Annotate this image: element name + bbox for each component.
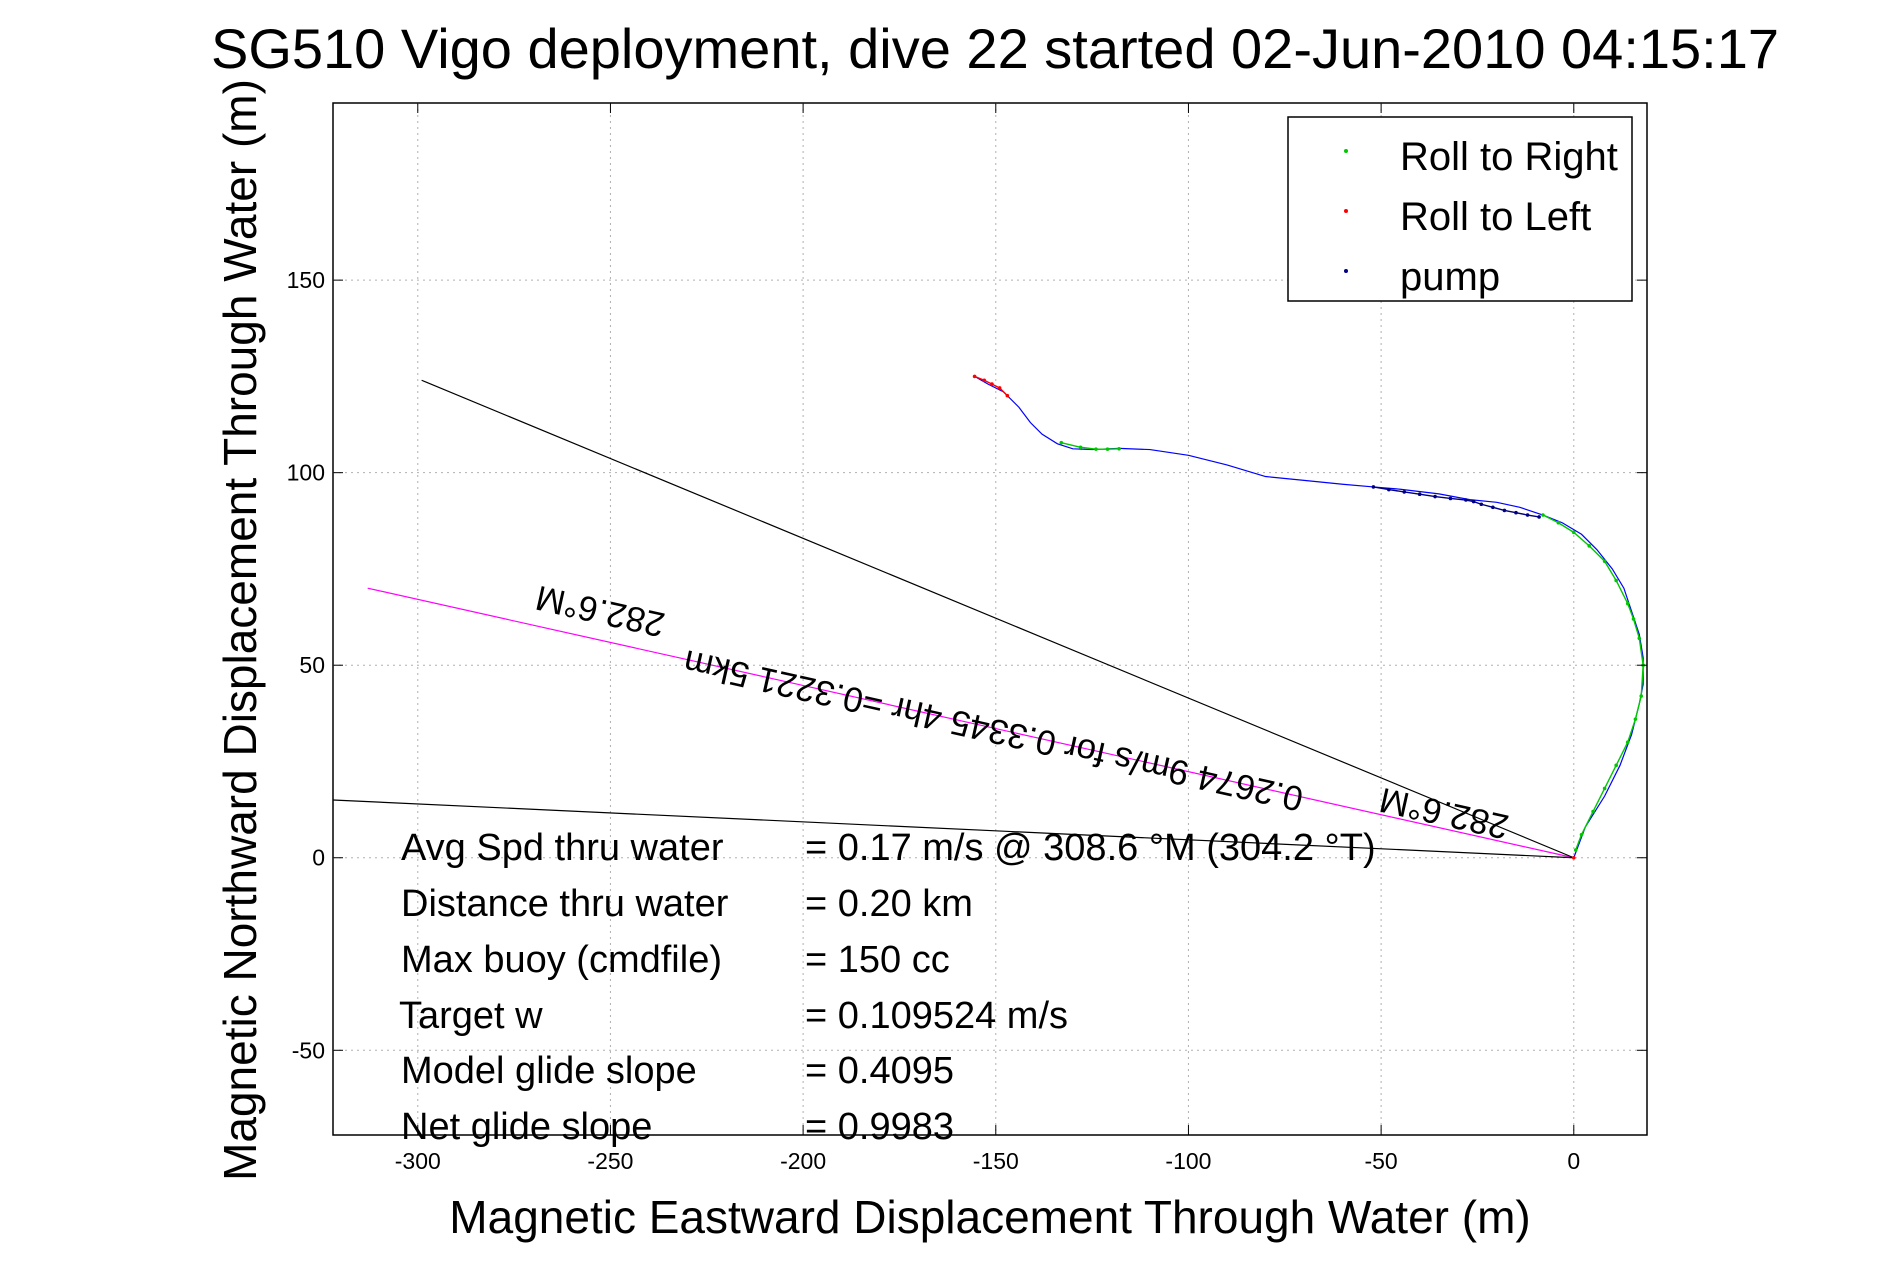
- roll-right-point: [1631, 617, 1636, 621]
- info-label-avg-speed: Avg Spd thru water: [401, 827, 724, 869]
- info-value-target-w: = 0.109524 m/s: [805, 995, 1068, 1037]
- roll-right-point: [1602, 786, 1607, 791]
- pump-point: [1491, 505, 1495, 510]
- roll-right-point: [1625, 740, 1630, 745]
- y-axis-ticks: -50 0 50 100 150: [287, 267, 1647, 1063]
- pump-point: [1502, 508, 1507, 513]
- roll-right-point: [1639, 694, 1644, 698]
- y-tick-label: 100: [287, 460, 325, 486]
- roll-right-point: [1117, 446, 1121, 451]
- roll-left-point: [990, 382, 994, 386]
- heading-line: [367, 587, 1574, 859]
- y-tick-label: 0: [312, 845, 325, 871]
- pump-point: [1387, 487, 1391, 492]
- legend-marker-roll-right: [1344, 149, 1348, 153]
- pump-point: [1525, 513, 1530, 517]
- pump-point: [1402, 490, 1407, 494]
- pump-point: [1433, 494, 1437, 499]
- x-tick-label: -200: [780, 1148, 826, 1174]
- line-2: [332, 799, 1574, 859]
- pump-point: [1471, 499, 1476, 504]
- info-value-avg-speed: = 0.17 m/s @ 308.6 °M (304.2 °T): [805, 827, 1376, 869]
- roll-right-point: [1625, 601, 1630, 606]
- info-value-distance: = 0.20 km: [805, 883, 973, 925]
- x-axis-label: Magnetic Eastward Displacement Through W…: [449, 1191, 1530, 1243]
- grid: [333, 103, 1647, 1135]
- info-value-net-glide: = 0.9983: [805, 1106, 954, 1148]
- pump-point: [1417, 492, 1422, 497]
- roll-left-point: [972, 374, 977, 379]
- roll-right-point: [1078, 445, 1083, 450]
- legend-label-roll-right: Roll to Right: [1400, 135, 1618, 179]
- info-value-max-buoy: = 150 cc: [805, 939, 950, 981]
- legend-label-roll-left: Roll to Left: [1400, 195, 1591, 239]
- legend-marker-pump: [1344, 269, 1348, 273]
- info-table: Avg Spd thru water = 0.17 m/s @ 308.6 °M…: [399, 827, 1376, 1148]
- line-1: [421, 379, 1575, 859]
- roll-right-point: [1541, 513, 1545, 517]
- info-value-model-glide: = 0.4095: [805, 1050, 954, 1092]
- y-tick-label: -50: [292, 1037, 325, 1063]
- x-tick-label: -250: [587, 1148, 633, 1174]
- roll-right-point: [1591, 809, 1595, 814]
- pump-point: [1464, 498, 1468, 502]
- x-tick-label: -50: [1364, 1148, 1397, 1174]
- info-label-distance: Distance thru water: [401, 883, 729, 925]
- y-tick-label: 150: [287, 267, 325, 293]
- roll-right-point: [1614, 763, 1618, 768]
- y-tick-label: 50: [299, 652, 325, 678]
- x-tick-label: 0: [1567, 1148, 1580, 1174]
- x-axis-ticks: -300 -250 -200 -150 -100 -50 0: [395, 103, 1580, 1174]
- roll-right-point: [1579, 832, 1584, 837]
- x-tick-label: -300: [395, 1148, 441, 1174]
- track-line: [974, 375, 1644, 858]
- x-tick-label: -150: [973, 1148, 1019, 1174]
- roll-right-segment: [1542, 514, 1644, 851]
- roll-right-point: [1571, 530, 1576, 535]
- legend-marker-roll-left: [1344, 209, 1348, 213]
- pump-point: [1514, 510, 1518, 515]
- roll-right-point: [1587, 544, 1591, 548]
- dive-track: [974, 375, 1644, 858]
- roll-right-point: [1094, 447, 1098, 451]
- legend: Roll to Right Roll to Left pump: [1287, 116, 1633, 302]
- roll-right-point: [1059, 440, 1064, 445]
- info-label-max-buoy: Max buoy (cmdfile): [401, 939, 722, 981]
- roll-right-point: [1602, 559, 1607, 564]
- pump-point: [1448, 496, 1453, 501]
- pump-point: [1371, 485, 1376, 489]
- roll-left-point: [1571, 855, 1576, 860]
- reference-lines: [332, 379, 1575, 859]
- track-markers: [972, 374, 1645, 860]
- chart-title: SG510 Vigo deployment, dive 22 started 0…: [211, 17, 1779, 80]
- roll-right-point: [1614, 578, 1618, 583]
- pump-point: [1479, 502, 1484, 507]
- roll-right-point: [1637, 636, 1642, 641]
- pump-segment: [1373, 486, 1540, 518]
- roll-right-point: [1556, 520, 1561, 525]
- roll-left-point: [997, 386, 1002, 390]
- y-axis-label: Magnetic Northward Displacement Through …: [214, 79, 266, 1181]
- roll-right-point: [1573, 848, 1578, 852]
- pump-point: [1537, 515, 1541, 519]
- roll-left-point: [1005, 393, 1010, 398]
- info-label-net-glide: Net glide slope: [401, 1106, 652, 1148]
- info-label-model-glide: Model glide slope: [401, 1050, 697, 1092]
- roll-right-point: [1105, 447, 1110, 451]
- roll-left-point: [982, 378, 987, 383]
- info-label-target-w: Target w: [399, 995, 543, 1037]
- roll-right-point: [1633, 717, 1638, 721]
- legend-label-pump: pump: [1400, 255, 1500, 299]
- x-tick-label: -100: [1165, 1148, 1211, 1174]
